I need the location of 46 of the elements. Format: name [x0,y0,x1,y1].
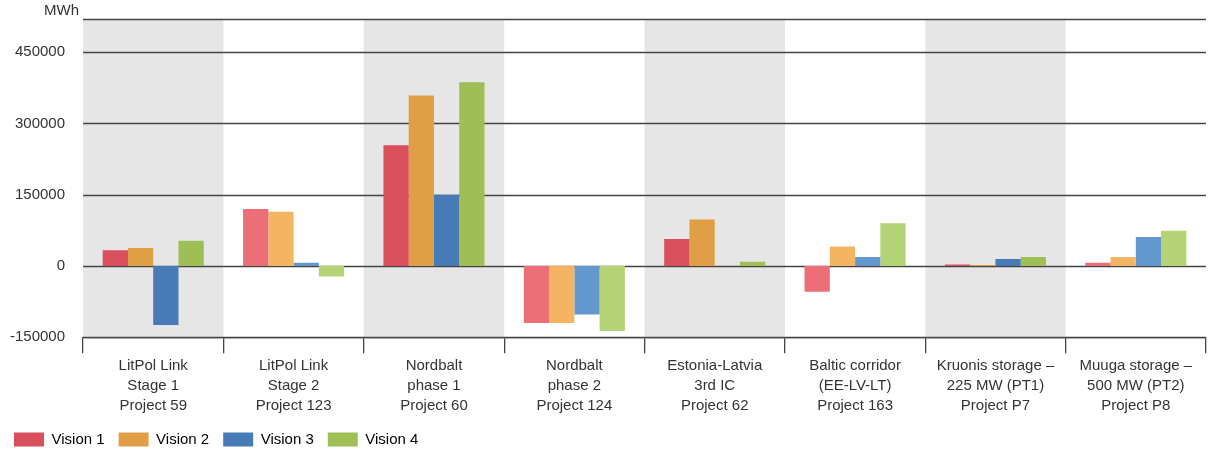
bar [880,223,906,266]
x-tick-label: LitPol Link Stage 1 Project 59 [118,355,189,414]
y-tick-label: 150000 [14,184,66,202]
bar [127,247,154,266]
bar [599,266,625,332]
bar [523,266,550,323]
x-tick-label: LitPol Link Stage 2 Project 123 [255,355,332,414]
bar [1085,262,1111,266]
bar [102,250,128,266]
bar [408,95,434,266]
legend-label: Vision 1 [51,429,105,447]
x-tick-label: Muuga storage – 500 MW (PT2) Project P8 [1079,355,1193,414]
x-tick-label: Estonia-Latvia 3rd IC Project 62 [667,355,763,414]
x-tick-label: Nordbalt phase 1 Project 60 [400,355,468,414]
bar [1135,237,1162,266]
legend-label: Vision 2 [156,429,210,447]
x-tick-label: Nordbalt phase 2 Project 124 [536,355,613,414]
bar [433,194,460,266]
bar [243,209,269,266]
bar [804,266,830,292]
bar [829,246,856,266]
bar [268,211,294,266]
bar [574,266,600,315]
bar [1110,256,1136,266]
bar [383,145,409,266]
y-tick-label: -150000 [9,327,66,345]
bar [178,240,204,266]
bar [995,258,1021,266]
y-tick-label: 300000 [14,113,66,131]
bar [1020,256,1046,266]
y-tick-label: 450000 [14,42,66,60]
bar [664,238,690,266]
legend-label: Vision 3 [260,429,314,447]
bar [318,266,345,277]
x-tick-label: Kruonis storage – 225 MW (PT1) Project P7 [936,355,1055,414]
bar [739,261,766,266]
x-tick-label: Baltic corridor (EE-LV-LT) Project 163 [809,355,901,414]
y-tick-label: 0 [56,256,66,274]
legend-label: Vision 4 [365,429,419,447]
bar [855,256,881,266]
y-axis-title: MWh [44,1,80,19]
bar [459,82,485,266]
bar [549,266,575,323]
bar [689,219,715,266]
bar [1161,230,1187,266]
bar [153,266,179,325]
